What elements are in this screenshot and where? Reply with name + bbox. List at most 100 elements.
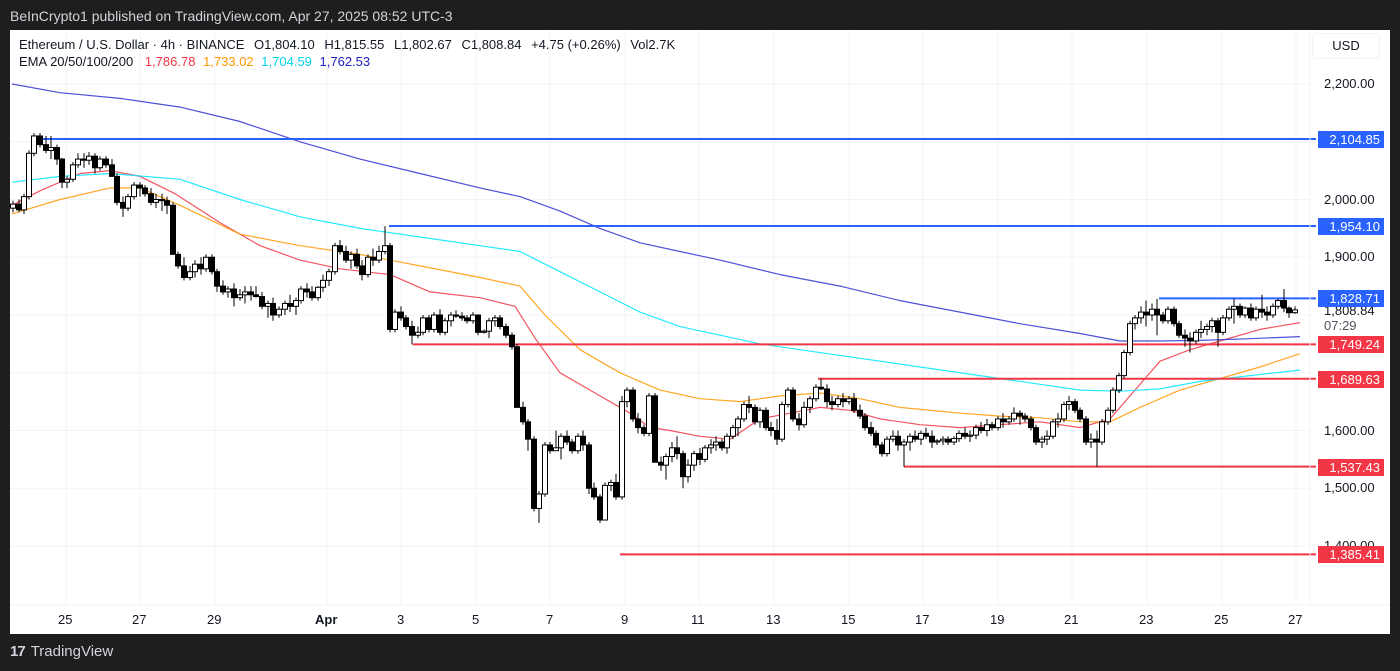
candle-bearish[interactable]: [359, 265, 365, 276]
candle-bullish[interactable]: [125, 196, 131, 209]
resistance-price-tag[interactable]: 1,954.10: [1318, 218, 1384, 235]
candle-bullish[interactable]: [315, 286, 321, 299]
candle-bearish[interactable]: [343, 250, 349, 261]
candle-bearish[interactable]: [851, 398, 857, 411]
candle-bullish[interactable]: [225, 288, 231, 293]
candle-bearish[interactable]: [37, 135, 43, 146]
candle-bullish[interactable]: [741, 404, 747, 420]
candle-bearish[interactable]: [1083, 418, 1089, 443]
candle-bearish[interactable]: [387, 245, 393, 330]
candle-bullish[interactable]: [1275, 300, 1281, 307]
candle-bullish[interactable]: [86, 155, 92, 161]
candle-bearish[interactable]: [220, 285, 226, 293]
candle-bullish[interactable]: [265, 302, 271, 307]
candle-bearish[interactable]: [503, 326, 509, 336]
candle-bearish[interactable]: [547, 444, 553, 452]
candle-bullish[interactable]: [75, 158, 81, 166]
candle-bearish[interactable]: [137, 184, 143, 189]
candle-bearish[interactable]: [580, 435, 586, 446]
candle-bearish[interactable]: [1281, 300, 1287, 309]
candle-bearish[interactable]: [459, 315, 465, 319]
candle-bearish[interactable]: [426, 317, 432, 330]
candle-bullish[interactable]: [735, 418, 741, 429]
candle-bullish[interactable]: [1121, 352, 1127, 377]
candle-bullish[interactable]: [813, 386, 819, 400]
resistance-price-tag[interactable]: 1,828.71: [1318, 290, 1384, 308]
candle-bullish[interactable]: [956, 432, 962, 440]
candle-bearish[interactable]: [591, 487, 597, 498]
candle-bullish[interactable]: [575, 435, 581, 452]
candle-bullish[interactable]: [1204, 326, 1210, 330]
candle-bullish[interactable]: [1292, 309, 1298, 314]
candle-bullish[interactable]: [348, 253, 354, 261]
candle-bearish[interactable]: [945, 438, 951, 443]
candle-bearish[interactable]: [437, 314, 443, 333]
candle-bearish[interactable]: [270, 302, 276, 316]
candle-bullish[interactable]: [64, 178, 70, 183]
candle-bearish[interactable]: [1248, 307, 1254, 319]
candle-bullish[interactable]: [131, 184, 137, 198]
candle-bearish[interactable]: [879, 444, 885, 455]
candle-bullish[interactable]: [1198, 328, 1204, 333]
candle-bullish[interactable]: [1193, 331, 1199, 342]
candle-bullish[interactable]: [237, 294, 243, 299]
candle-bullish[interactable]: [702, 447, 708, 460]
candle-bearish[interactable]: [1094, 438, 1100, 443]
candle-bearish[interactable]: [209, 256, 215, 273]
candle-bearish[interactable]: [586, 444, 592, 489]
candle-bearish[interactable]: [895, 435, 901, 446]
candle-bearish[interactable]: [652, 395, 658, 463]
candle-bullish[interactable]: [21, 196, 27, 211]
candle-bullish[interactable]: [846, 398, 852, 403]
candle-bearish[interactable]: [170, 204, 176, 255]
candle-bearish[interactable]: [912, 435, 918, 440]
candle-bearish[interactable]: [1286, 307, 1292, 314]
candle-bearish[interactable]: [114, 175, 120, 203]
candle-bullish[interactable]: [708, 444, 714, 449]
candle-bearish[interactable]: [525, 421, 531, 440]
candle-bearish[interactable]: [464, 317, 470, 322]
candle-bearish[interactable]: [680, 453, 686, 478]
candle-bearish[interactable]: [1160, 314, 1166, 322]
candle-bullish[interactable]: [1220, 317, 1226, 333]
candle-bearish[interactable]: [16, 203, 22, 211]
candle-bearish[interactable]: [109, 164, 115, 177]
candle-bullish[interactable]: [918, 432, 924, 440]
candle-bullish[interactable]: [203, 256, 209, 270]
candle-bullish[interactable]: [242, 291, 248, 296]
candle-bearish[interactable]: [1176, 323, 1182, 336]
candle-bullish[interactable]: [276, 308, 282, 316]
candle-bearish[interactable]: [531, 438, 537, 509]
candle-bearish[interactable]: [1017, 412, 1023, 417]
candle-bullish[interactable]: [192, 263, 198, 273]
candle-bullish[interactable]: [608, 481, 614, 486]
candle-bullish[interactable]: [293, 300, 299, 307]
candle-bullish[interactable]: [940, 438, 946, 442]
candle-bullish[interactable]: [153, 199, 159, 203]
candle-bullish[interactable]: [492, 317, 498, 322]
candle-bearish[interactable]: [597, 496, 603, 521]
candle-bullish[interactable]: [365, 256, 371, 276]
candle-bullish[interactable]: [26, 152, 32, 198]
candle-bearish[interactable]: [1187, 337, 1193, 342]
candle-bearish[interactable]: [752, 406, 758, 423]
candle-bullish[interactable]: [884, 438, 890, 455]
ema-line-ema100[interactable]: [11, 172, 1301, 392]
candle-bearish[interactable]: [763, 409, 769, 429]
candle-bearish[interactable]: [857, 409, 863, 417]
candle-bearish[interactable]: [214, 271, 220, 287]
candle-bearish[interactable]: [59, 158, 65, 183]
candle-bullish[interactable]: [1127, 323, 1133, 354]
candle-bullish[interactable]: [1226, 308, 1232, 319]
candle-bearish[interactable]: [248, 291, 254, 296]
candle-bearish[interactable]: [103, 158, 109, 166]
resistance-price-tag[interactable]: 2,104.85: [1318, 130, 1384, 148]
candle-bearish[interactable]: [1077, 409, 1083, 420]
candle-bearish[interactable]: [403, 317, 409, 328]
candle-bearish[interactable]: [231, 288, 237, 299]
candle-bullish[interactable]: [1231, 305, 1237, 310]
candle-bullish[interactable]: [785, 389, 791, 406]
candle-bullish[interactable]: [779, 404, 785, 440]
candle-bearish[interactable]: [259, 296, 265, 307]
candle-bullish[interactable]: [1149, 308, 1155, 316]
